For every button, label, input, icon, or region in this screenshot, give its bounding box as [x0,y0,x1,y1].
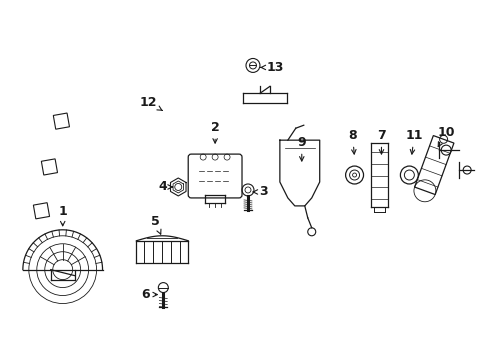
Text: 3: 3 [253,185,268,198]
Bar [53,113,70,129]
Text: 10: 10 [438,126,455,147]
Text: 11: 11 [406,129,423,154]
Text: 12: 12 [140,96,162,111]
Text: 4: 4 [158,180,172,193]
Text: 2: 2 [211,121,220,143]
Text: 13: 13 [261,61,284,74]
Text: 8: 8 [348,129,357,154]
Text: 9: 9 [297,136,306,161]
Text: 5: 5 [151,215,161,234]
Bar [41,159,57,175]
Text: 6: 6 [141,288,157,301]
Text: 7: 7 [377,129,386,154]
Bar [33,203,49,219]
Text: 1: 1 [58,205,67,226]
